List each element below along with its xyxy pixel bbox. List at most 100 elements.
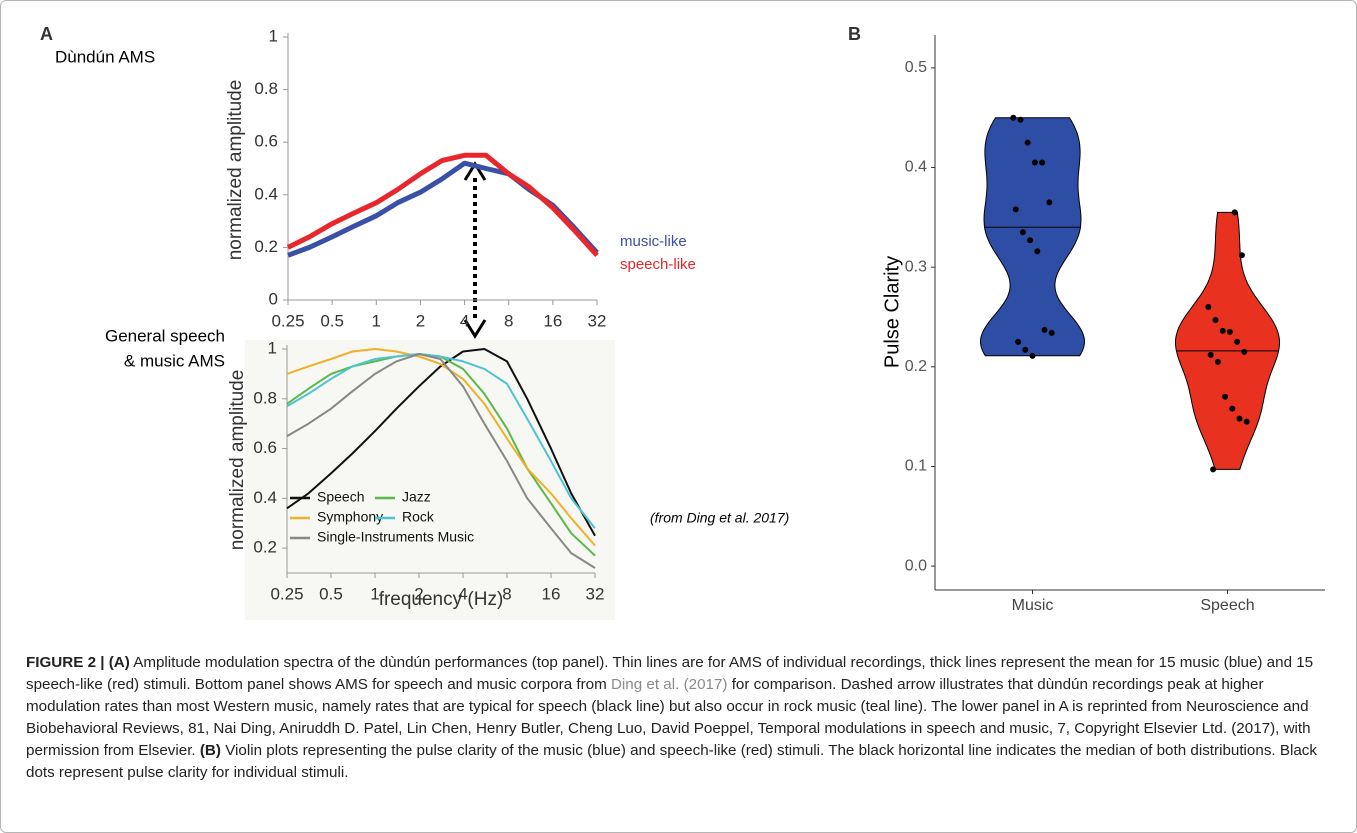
x-tick-label: 32 <box>588 311 607 330</box>
x-axis-label: frequency (Hz) <box>379 589 504 610</box>
data-point <box>1022 346 1029 353</box>
y-tick-label: 0.6 <box>253 438 277 457</box>
caption-normal: Violin plots representing the pulse clar… <box>26 742 1317 781</box>
x-tick-label: Music <box>1012 597 1054 614</box>
x-tick-label: 0.25 <box>271 311 304 330</box>
y-tick-label: 0.2 <box>905 358 927 375</box>
y-tick-label: 0.0 <box>905 557 927 574</box>
y-tick-label: 0.5 <box>905 59 927 76</box>
data-point <box>1243 418 1250 425</box>
x-tick-label: 8 <box>502 584 511 603</box>
legend-label: music-like <box>620 233 687 250</box>
legend-label: Single-Instruments Music <box>317 529 474 545</box>
data-point <box>1238 252 1245 259</box>
data-point <box>1041 326 1048 333</box>
x-tick-label: Speech <box>1200 597 1254 614</box>
legend-label: Symphony <box>317 509 383 525</box>
data-point <box>1214 358 1221 365</box>
annotation: Dùndún AMS <box>55 47 155 66</box>
series-line <box>286 353 596 529</box>
legend-label: Speech <box>317 489 364 505</box>
y-tick-label: 0.4 <box>253 488 277 507</box>
caption-bold: (B) <box>199 742 221 759</box>
data-point <box>1234 338 1241 345</box>
y-tick-label: 0.4 <box>254 184 278 203</box>
data-point <box>1015 338 1022 345</box>
data-point <box>1039 159 1046 166</box>
data-point <box>1205 304 1212 311</box>
caption: FIGURE 2 | (A) Amplitude modulation spec… <box>26 652 1334 784</box>
annotation: (from Ding et al. 2017) <box>650 510 789 526</box>
data-point <box>1046 199 1053 206</box>
x-tick-label: 16 <box>543 311 562 330</box>
y-tick-label: 0.8 <box>253 388 277 407</box>
data-point <box>1010 114 1017 121</box>
data-point <box>1029 352 1036 359</box>
series-line <box>286 353 596 569</box>
data-point <box>1231 209 1238 216</box>
x-tick-label: 4 <box>458 584 467 603</box>
series-line <box>286 348 596 547</box>
y-tick-label: 0.8 <box>254 79 278 98</box>
y-tick-label: 0.2 <box>253 538 277 557</box>
data-point <box>1017 116 1024 123</box>
series-line <box>286 348 596 537</box>
figure: A B 0 0.2 0.4 0.6 0.8 1 0.25 0.5 1 2 4 8 16 32 normali… <box>40 24 1325 620</box>
data-point <box>1024 139 1031 146</box>
caption-link[interactable]: Ding et al. (2017) <box>610 676 728 693</box>
legend-label: Jazz <box>402 489 431 505</box>
y-tick-label: 0.3 <box>905 258 927 275</box>
violin <box>979 117 1086 357</box>
data-point <box>1031 159 1038 166</box>
y-axis-label: Pulse Clarity <box>881 256 903 368</box>
x-tick-label: 32 <box>586 584 605 603</box>
y-axis-label: normalized amplitude <box>225 80 246 261</box>
data-point <box>1034 248 1041 255</box>
x-tick-label: 2 <box>414 584 423 603</box>
caption-normal: for comparison. Dashed arrow illustrates… <box>26 676 1311 759</box>
data-point <box>1210 466 1217 473</box>
inset-background <box>245 340 615 620</box>
y-axis-label: normalized amplitude <box>227 370 248 551</box>
y-tick-label: 0 <box>269 289 278 308</box>
data-point <box>1229 405 1236 412</box>
data-point <box>1241 348 1248 355</box>
annotation: General speech <box>105 326 225 345</box>
x-tick-label: 0.5 <box>319 584 343 603</box>
y-tick-label: 1 <box>269 26 278 45</box>
caption-bold: FIGURE 2 | (A) <box>26 654 130 671</box>
violin <box>1175 211 1280 470</box>
y-tick-label: 0.6 <box>254 132 278 151</box>
y-tick-label: 0.4 <box>905 159 927 176</box>
caption-normal: Amplitude modulation spectra of the dùnd… <box>26 654 1314 693</box>
dashed-arrow <box>463 161 487 339</box>
x-tick-label: 1 <box>370 584 379 603</box>
data-point <box>1236 415 1243 422</box>
data-point <box>1019 229 1026 236</box>
panel-label: B <box>848 24 861 44</box>
x-tick-label: 4 <box>460 311 469 330</box>
data-point <box>1222 393 1229 400</box>
y-tick-label: 0.2 <box>254 237 278 256</box>
y-tick-label: 0.1 <box>905 458 927 475</box>
legend-label: speech-like <box>620 256 696 273</box>
data-point <box>1207 351 1214 358</box>
x-tick-label: 8 <box>504 311 513 330</box>
legend-label: Rock <box>402 509 435 525</box>
panel-label: A <box>40 24 53 44</box>
y-tick-label: 1 <box>268 338 277 357</box>
data-point <box>1212 316 1219 323</box>
series-line <box>286 152 599 257</box>
x-tick-label: 0.5 <box>320 311 344 330</box>
data-point <box>1012 206 1019 213</box>
data-point <box>1027 237 1034 244</box>
data-point <box>1048 329 1055 336</box>
x-tick-label: 2 <box>416 311 425 330</box>
x-tick-label: 0.25 <box>270 584 303 603</box>
annotation: & music AMS <box>124 351 225 370</box>
x-tick-label: 16 <box>542 584 561 603</box>
x-tick-label: 1 <box>372 311 381 330</box>
data-point <box>1226 328 1233 335</box>
data-point <box>1219 327 1226 334</box>
